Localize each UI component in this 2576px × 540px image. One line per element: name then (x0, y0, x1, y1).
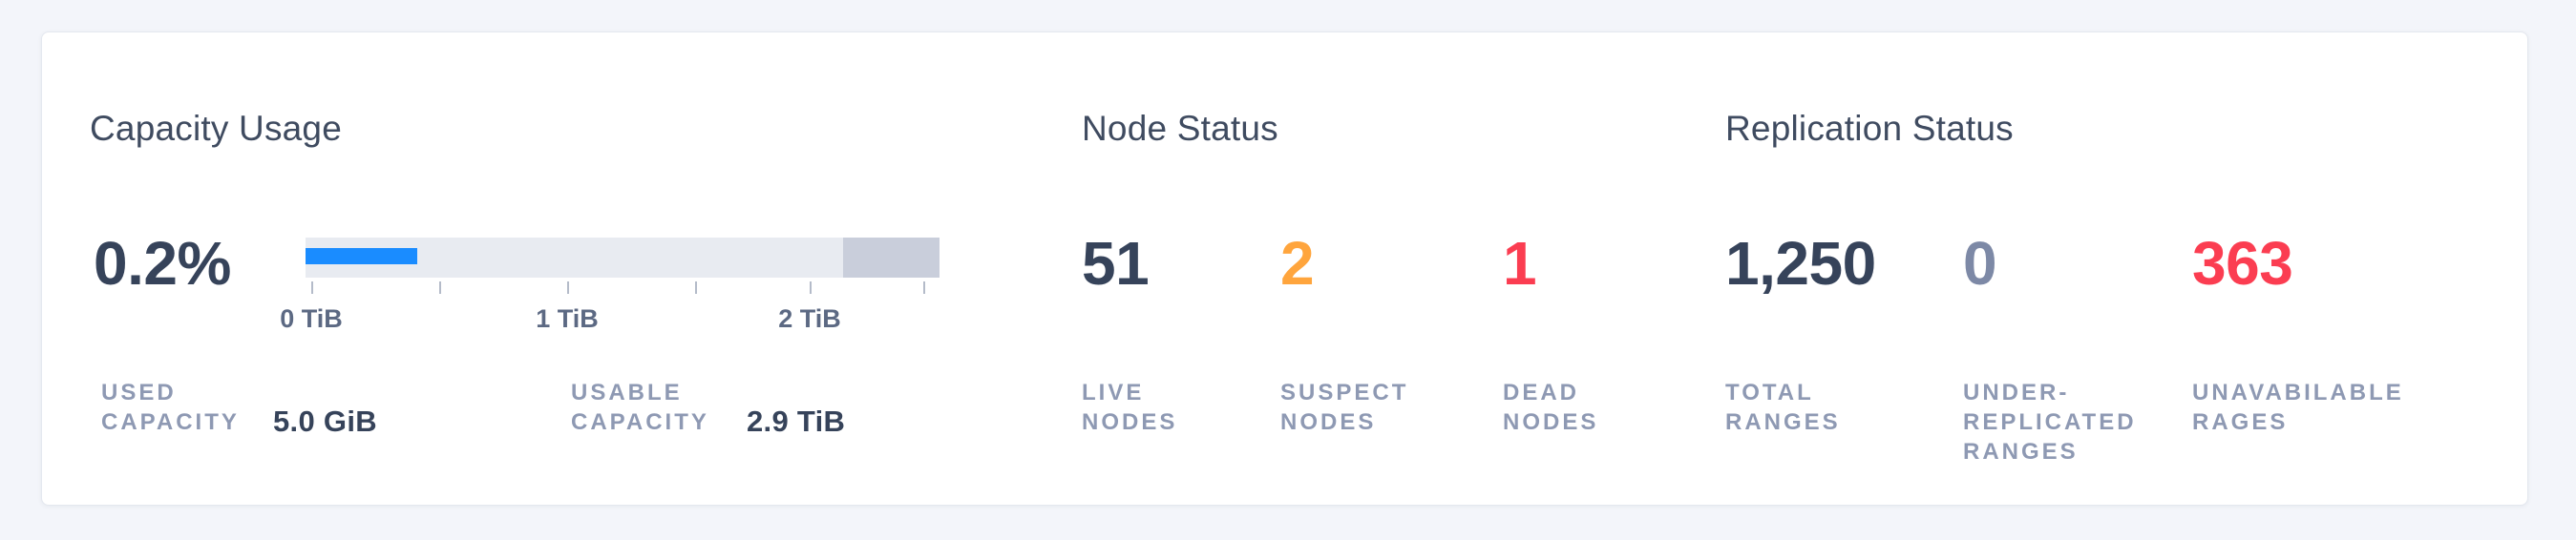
axis-tick (694, 281, 697, 294)
capacity-usage-title: Capacity Usage (90, 109, 342, 148)
used-capacity-label: USED CAPACITY (101, 380, 240, 435)
under-replicated-ranges-label: UNDER- REPLICATED RANGES (1963, 380, 2137, 465)
live-nodes-count: 51 (1082, 229, 1150, 298)
axis-tick-label-1tib: 1 TiB (536, 304, 599, 333)
cluster-overview-card: Capacity Usage 0.2% 0 TiB 1 TiB 2 TiB US… (41, 31, 2528, 506)
capacity-bar-reserved-segment (843, 238, 940, 278)
suspect-nodes-label: SUSPECT NODES (1280, 380, 1409, 435)
live-nodes-label: LIVE NODES (1082, 380, 1178, 435)
replication-status-title: Replication Status (1725, 109, 2014, 148)
dead-nodes-label: DEAD NODES (1503, 380, 1599, 435)
capacity-used-percent: 0.2% (94, 229, 231, 298)
used-capacity-value: 5.0 GiB (273, 405, 377, 438)
suspect-nodes-count: 2 (1280, 229, 1315, 298)
axis-tick-label-2tib: 2 TiB (778, 304, 841, 333)
axis-tick (439, 281, 442, 294)
axis-tick (310, 281, 313, 294)
under-replicated-ranges-count: 0 (1963, 229, 1997, 298)
usable-capacity-value: 2.9 TiB (747, 405, 846, 438)
total-ranges-label: TOTAL RANGES (1725, 380, 1841, 435)
capacity-bar-chart (306, 238, 940, 278)
axis-tick-label-0tib: 0 TiB (280, 304, 343, 333)
unavailable-ranges-count: 363 (2192, 229, 2293, 298)
dead-nodes-count: 1 (1503, 229, 1537, 298)
total-ranges-count: 1,250 (1725, 229, 1876, 298)
axis-tick (809, 281, 812, 294)
capacity-bar-axis: 0 TiB 1 TiB 2 TiB (280, 281, 940, 367)
axis-tick (567, 281, 570, 294)
node-status-title: Node Status (1082, 109, 1278, 148)
usable-capacity-label: USABLE CAPACITY (571, 380, 709, 435)
unavailable-ranges-label: UNAVABILABLE RAGES (2192, 380, 2404, 435)
axis-tick (922, 281, 925, 294)
capacity-bar-used-segment (306, 248, 417, 264)
